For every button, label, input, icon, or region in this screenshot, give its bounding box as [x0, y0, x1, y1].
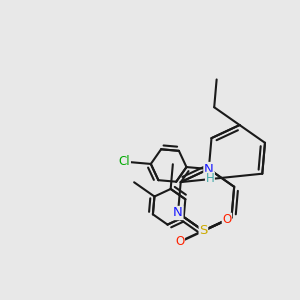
Text: O: O	[222, 213, 232, 226]
Text: S: S	[199, 224, 208, 237]
Text: H: H	[206, 172, 214, 185]
Text: Cl: Cl	[119, 155, 130, 168]
Text: N: N	[204, 163, 214, 176]
Text: O: O	[175, 235, 184, 248]
Text: N: N	[173, 206, 183, 220]
